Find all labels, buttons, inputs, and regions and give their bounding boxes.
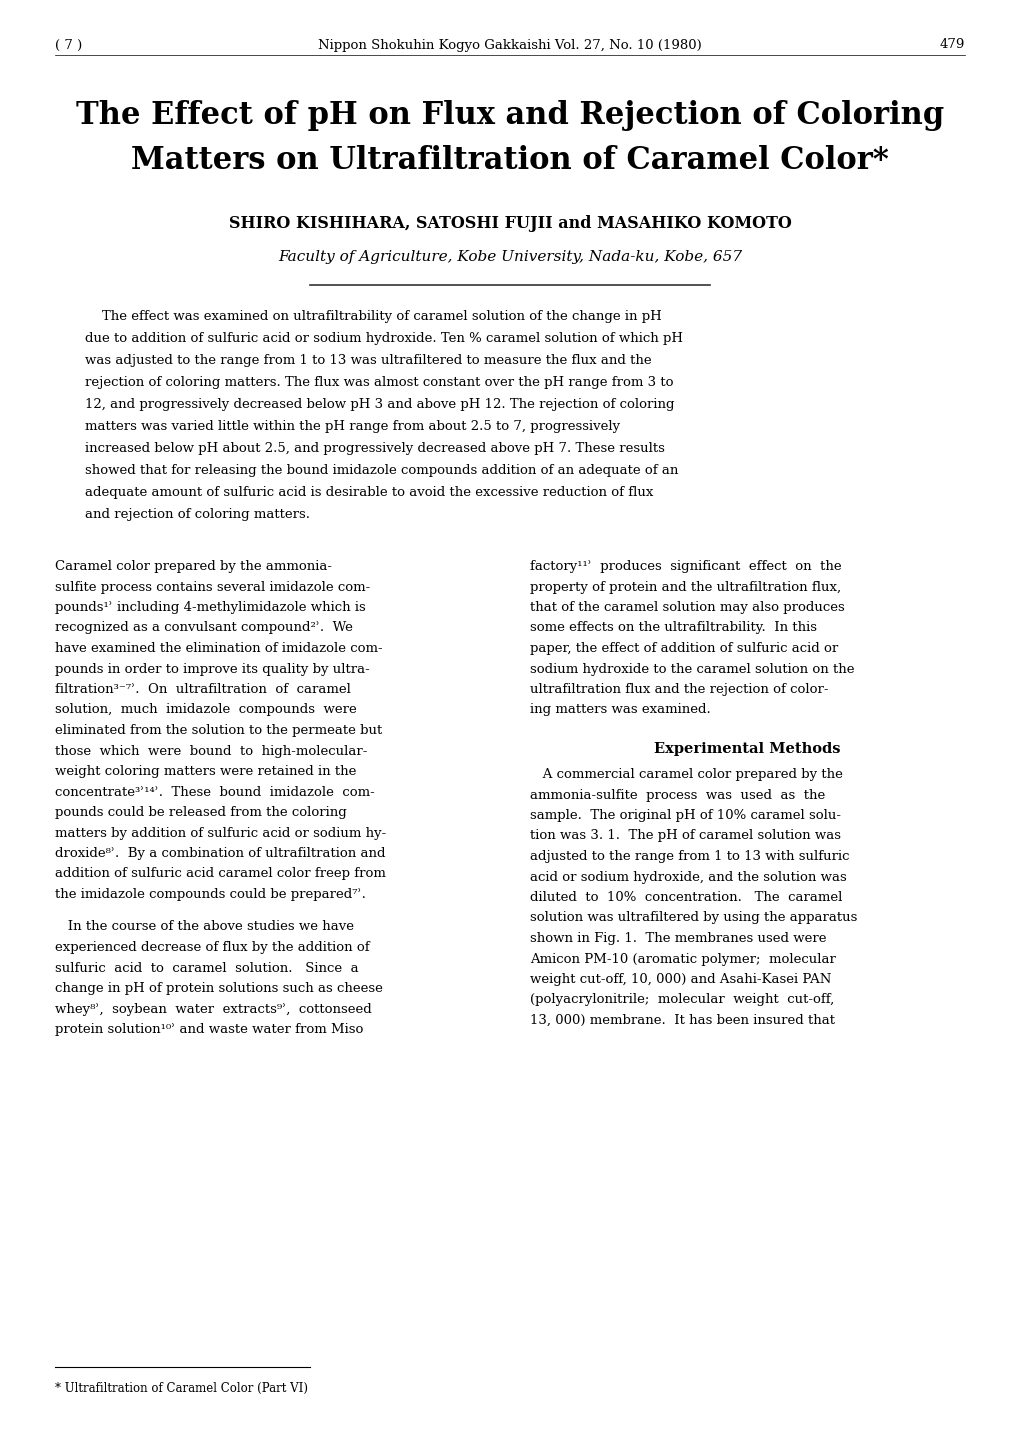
Text: adequate amount of sulfuric acid is desirable to avoid the excessive reduction o: adequate amount of sulfuric acid is desi… bbox=[85, 486, 653, 499]
Text: whey⁸ʾ,  soybean  water  extracts⁹ʾ,  cottonseed: whey⁸ʾ, soybean water extracts⁹ʾ, cotton… bbox=[55, 1002, 371, 1015]
Text: have examined the elimination of imidazole com-: have examined the elimination of imidazo… bbox=[55, 642, 382, 655]
Text: showed that for releasing the bound imidazole compounds addition of an adequate : showed that for releasing the bound imid… bbox=[85, 464, 678, 477]
Text: droxide⁸ʾ.  By a combination of ultrafiltration and: droxide⁸ʾ. By a combination of ultrafilt… bbox=[55, 846, 385, 859]
Text: pounds¹ʾ including 4-methylimidazole which is: pounds¹ʾ including 4-methylimidazole whi… bbox=[55, 601, 366, 614]
Text: recognized as a convulsant compound²ʾ.  We: recognized as a convulsant compound²ʾ. W… bbox=[55, 622, 353, 634]
Text: weight cut-off, 10, 000) and Asahi-Kasei PAN: weight cut-off, 10, 000) and Asahi-Kasei… bbox=[530, 973, 830, 986]
Text: was adjusted to the range from 1 to 13 was ultrafiltered to measure the flux and: was adjusted to the range from 1 to 13 w… bbox=[85, 353, 651, 368]
Text: due to addition of sulfuric acid or sodium hydroxide. Ten % caramel solution of : due to addition of sulfuric acid or sodi… bbox=[85, 332, 683, 345]
Text: 12, and progressively decreased below pH 3 and above pH 12. The rejection of col: 12, and progressively decreased below pH… bbox=[85, 398, 674, 411]
Text: matters was varied little within the pH range from about 2.5 to 7, progressively: matters was varied little within the pH … bbox=[85, 420, 620, 433]
Text: Nippon Shokuhin Kogyo Gakkaishi Vol. 27, No. 10 (1980): Nippon Shokuhin Kogyo Gakkaishi Vol. 27,… bbox=[318, 39, 701, 52]
Text: shown in Fig. 1.  The membranes used were: shown in Fig. 1. The membranes used were bbox=[530, 932, 825, 945]
Text: (polyacrylonitrile;  molecular  weight  cut-off,: (polyacrylonitrile; molecular weight cut… bbox=[530, 994, 834, 1007]
Text: Experimental Methods: Experimental Methods bbox=[653, 743, 840, 756]
Text: A commercial caramel color prepared by the: A commercial caramel color prepared by t… bbox=[530, 769, 842, 782]
Text: increased below pH about 2.5, and progressively decreased above pH 7. These resu: increased below pH about 2.5, and progre… bbox=[85, 443, 664, 456]
Text: adjusted to the range from 1 to 13 with sulfuric: adjusted to the range from 1 to 13 with … bbox=[530, 849, 849, 862]
Text: solution was ultrafiltered by using the apparatus: solution was ultrafiltered by using the … bbox=[530, 911, 857, 924]
Text: property of protein and the ultrafiltration flux,: property of protein and the ultrafiltrat… bbox=[530, 581, 841, 594]
Text: the imidazole compounds could be prepared⁷ʾ.: the imidazole compounds could be prepare… bbox=[55, 888, 366, 901]
Text: diluted  to  10%  concentration.   The  caramel: diluted to 10% concentration. The carame… bbox=[530, 891, 842, 904]
Text: sample.  The original pH of 10% caramel solu-: sample. The original pH of 10% caramel s… bbox=[530, 809, 841, 822]
Text: concentrate³ʾ¹⁴ʾ.  These  bound  imidazole  com-: concentrate³ʾ¹⁴ʾ. These bound imidazole … bbox=[55, 786, 374, 799]
Text: ing matters was examined.: ing matters was examined. bbox=[530, 704, 710, 717]
Text: * Ultrafiltration of Caramel Color (Part VI): * Ultrafiltration of Caramel Color (Part… bbox=[55, 1381, 308, 1394]
Text: ammonia-sulfite  process  was  used  as  the: ammonia-sulfite process was used as the bbox=[530, 789, 824, 802]
Text: Amicon PM-10 (aromatic polymer;  molecular: Amicon PM-10 (aromatic polymer; molecula… bbox=[530, 953, 835, 966]
Text: weight coloring matters were retained in the: weight coloring matters were retained in… bbox=[55, 766, 356, 779]
Text: change in pH of protein solutions such as cheese: change in pH of protein solutions such a… bbox=[55, 982, 382, 995]
Text: ultrafiltration flux and the rejection of color-: ultrafiltration flux and the rejection o… bbox=[530, 684, 827, 696]
Text: matters by addition of sulfuric acid or sodium hy-: matters by addition of sulfuric acid or … bbox=[55, 826, 386, 839]
Text: eliminated from the solution to the permeate but: eliminated from the solution to the perm… bbox=[55, 724, 382, 737]
Text: protein solution¹⁰ʾ and waste water from Miso: protein solution¹⁰ʾ and waste water from… bbox=[55, 1022, 363, 1035]
Text: acid or sodium hydroxide, and the solution was: acid or sodium hydroxide, and the soluti… bbox=[530, 871, 846, 884]
Text: sodium hydroxide to the caramel solution on the: sodium hydroxide to the caramel solution… bbox=[530, 662, 854, 675]
Text: paper, the effect of addition of sulfuric acid or: paper, the effect of addition of sulfuri… bbox=[530, 642, 838, 655]
Text: those  which  were  bound  to  high-molecular-: those which were bound to high-molecular… bbox=[55, 744, 367, 757]
Text: rejection of coloring matters. The flux was almost constant over the pH range fr: rejection of coloring matters. The flux … bbox=[85, 376, 673, 389]
Text: pounds in order to improve its quality by ultra-: pounds in order to improve its quality b… bbox=[55, 662, 370, 675]
Text: SHIRO KISHIHARA, SATOSHI FUJII and MASAHIKO KOMOTO: SHIRO KISHIHARA, SATOSHI FUJII and MASAH… bbox=[228, 215, 791, 232]
Text: filtration³⁻⁷ʾ.  On  ultrafiltration  of  caramel: filtration³⁻⁷ʾ. On ultrafiltration of ca… bbox=[55, 684, 351, 696]
Text: sulfite process contains several imidazole com-: sulfite process contains several imidazo… bbox=[55, 581, 370, 594]
Text: factory¹¹ʾ  produces  significant  effect  on  the: factory¹¹ʾ produces significant effect o… bbox=[530, 559, 841, 572]
Text: In the course of the above studies we have: In the course of the above studies we ha… bbox=[55, 920, 354, 933]
Text: Matters on Ultrafiltration of Caramel Color*: Matters on Ultrafiltration of Caramel Co… bbox=[130, 146, 889, 176]
Text: tion was 3. 1.  The pH of caramel solution was: tion was 3. 1. The pH of caramel solutio… bbox=[530, 829, 841, 842]
Text: The effect was examined on ultrafiltrability of caramel solution of the change i: The effect was examined on ultrafiltrabi… bbox=[85, 310, 661, 323]
Text: addition of sulfuric acid caramel color freep from: addition of sulfuric acid caramel color … bbox=[55, 868, 385, 881]
Text: solution,  much  imidazole  compounds  were: solution, much imidazole compounds were bbox=[55, 704, 357, 717]
Text: 479: 479 bbox=[938, 39, 964, 52]
Text: The Effect of pH on Flux and Rejection of Coloring: The Effect of pH on Flux and Rejection o… bbox=[75, 99, 944, 131]
Text: 13, 000) membrane.  It has been insured that: 13, 000) membrane. It has been insured t… bbox=[530, 1014, 835, 1027]
Text: and rejection of coloring matters.: and rejection of coloring matters. bbox=[85, 508, 310, 521]
Text: some effects on the ultrafiltrability.  In this: some effects on the ultrafiltrability. I… bbox=[530, 622, 816, 634]
Text: pounds could be released from the coloring: pounds could be released from the colori… bbox=[55, 806, 346, 819]
Text: that of the caramel solution may also produces: that of the caramel solution may also pr… bbox=[530, 601, 844, 614]
Text: experienced decrease of flux by the addition of: experienced decrease of flux by the addi… bbox=[55, 942, 369, 955]
Text: ( 7 ): ( 7 ) bbox=[55, 39, 83, 52]
Text: Caramel color prepared by the ammonia-: Caramel color prepared by the ammonia- bbox=[55, 559, 331, 572]
Text: Faculty of Agriculture, Kobe University, Nada-ku, Kobe, 657: Faculty of Agriculture, Kobe University,… bbox=[277, 249, 742, 264]
Text: sulfuric  acid  to  caramel  solution.   Since  a: sulfuric acid to caramel solution. Since… bbox=[55, 962, 359, 975]
